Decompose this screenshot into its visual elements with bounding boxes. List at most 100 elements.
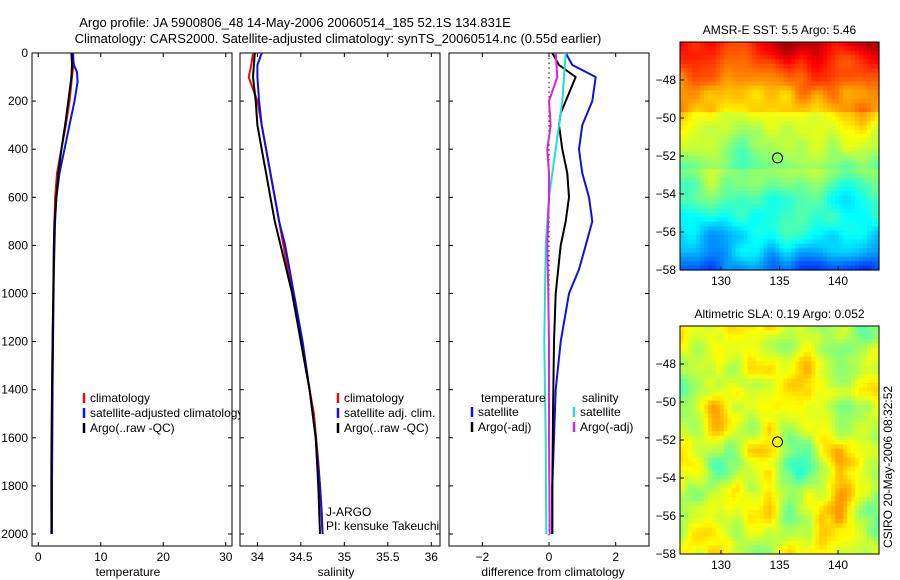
sst_map-cell [695, 134, 701, 140]
sst_map-cell [719, 252, 725, 258]
sst_map-cell [695, 81, 701, 87]
sla_map-cell [731, 431, 737, 437]
sla_map-cell [771, 347, 777, 353]
sla_map-cell [791, 334, 797, 340]
sla_map-cell [843, 391, 848, 397]
sla_map-cell [795, 488, 800, 494]
sst_map-cell [727, 125, 733, 131]
sst_map-cell [815, 120, 820, 126]
sst_map-cell [875, 169, 880, 175]
sst_map-cell [859, 81, 864, 87]
sst_map-cell [847, 177, 852, 183]
sst_map-cell [751, 164, 757, 170]
sla_map-cell [719, 431, 725, 437]
sst_map-cell [835, 195, 840, 201]
sst_map-cell [839, 112, 844, 118]
sla_map-cell [771, 505, 777, 511]
sst_map-cell [783, 103, 789, 109]
sst_map-cell [723, 169, 729, 175]
sla_map-cell [711, 483, 717, 489]
sst_map-cell [799, 68, 804, 74]
sst_map-cell [743, 120, 749, 126]
sla_map-cell [775, 383, 781, 388]
sst_map-cell [719, 160, 725, 166]
sla_map-cell [751, 378, 757, 384]
sst_map-cell [839, 217, 844, 223]
sst_map-cell [855, 243, 860, 249]
sla_map-cell [855, 356, 860, 362]
sst_map-cell [799, 112, 804, 118]
sst_map-cell [867, 63, 872, 69]
sst_map-cell [875, 138, 880, 144]
sst_map-cell [815, 147, 820, 153]
sst_map-cell [791, 147, 797, 153]
sst_map-cell [851, 160, 856, 166]
sst_map-cell [811, 239, 816, 245]
sla_map-cell [727, 383, 733, 388]
sst_map-cell [715, 195, 721, 201]
sla_map-cell [767, 396, 773, 402]
sst_map-cell [835, 217, 840, 223]
sla_map-cell [715, 435, 721, 441]
sla_map-cell [779, 404, 785, 410]
sst_map-cell [683, 230, 689, 236]
sst_map-cell [731, 186, 737, 192]
sla_map-cell [759, 479, 765, 485]
sla_map-cell [751, 501, 757, 507]
sst_map-cell [831, 125, 836, 131]
sst_map-cell [811, 213, 816, 218]
sst_map-cell [823, 72, 828, 78]
sla_map-cell [695, 457, 701, 463]
sla_map-cell [859, 440, 864, 445]
sla_map-cell [779, 461, 785, 467]
sla_map-cell [767, 488, 773, 494]
sst_map-cell [727, 230, 733, 236]
sla_map-cell [819, 326, 824, 331]
sla_map-cell [699, 435, 705, 441]
sst_map-cell [731, 230, 737, 236]
sla_map-cell [687, 374, 693, 380]
sla_map-cell [839, 369, 844, 375]
sla_map-cell [683, 343, 689, 349]
sst_map-cell [799, 213, 804, 218]
sst_map-cell [727, 55, 733, 61]
sst_map-cell [699, 182, 705, 188]
sst_map-cell [699, 77, 705, 83]
sst_map-cell [843, 164, 848, 170]
sla_map-cell [731, 400, 737, 406]
sst_map-cell [683, 134, 689, 140]
sla_map-cell [711, 356, 717, 362]
sla_map-cell [739, 426, 745, 432]
sla_map-cell [715, 453, 721, 459]
sla_map-cell [703, 404, 709, 410]
sla_map-cell [803, 426, 808, 432]
sst_map-cell [739, 81, 745, 87]
sst_map-cell [871, 50, 876, 56]
sst_map-cell [851, 173, 856, 179]
sst_map-cell [691, 248, 697, 254]
sst_map-cell [771, 217, 777, 223]
sla_map-cell [855, 374, 860, 380]
sla_map-cell [839, 413, 844, 419]
sst_map-cell [687, 63, 693, 69]
sst_map-cell [807, 208, 812, 214]
sst_map-cell [799, 226, 804, 232]
sla_map-cell [683, 365, 689, 371]
sst_map-cell [811, 261, 816, 267]
sla_map-cell [687, 457, 693, 463]
sla_map-cell [807, 466, 812, 472]
sst_map-cell [875, 120, 880, 126]
sla_map-cell [783, 440, 789, 445]
sst_map-cell [819, 77, 824, 83]
sla_map-cell [799, 505, 804, 511]
sst_map-cell [863, 208, 868, 214]
sst_map-cell [695, 261, 701, 267]
sst_map-cell [783, 208, 789, 214]
sla_map-cell [680, 347, 685, 353]
sst_map-cell [851, 77, 856, 83]
sst_map-cell [871, 195, 876, 201]
sst_map-cell [743, 217, 749, 223]
sst_map-cell [839, 46, 844, 52]
sla_map-cell [855, 387, 860, 393]
sst_map-cell [680, 213, 685, 218]
